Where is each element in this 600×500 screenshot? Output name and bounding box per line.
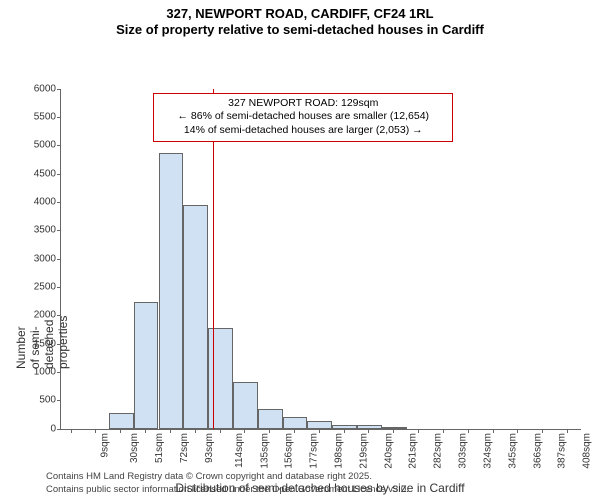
xtick-label: 93sqm — [204, 433, 215, 463]
xtick-label: 9sqm — [99, 433, 110, 457]
histogram-bar — [258, 409, 283, 429]
histogram-bar — [134, 302, 159, 429]
xtick-label: 387sqm — [557, 433, 568, 469]
xtick-label: 114sqm — [234, 433, 245, 468]
xtick-label: 30sqm — [129, 433, 140, 463]
histogram-bar — [208, 328, 233, 429]
xtick-label: 408sqm — [582, 433, 593, 469]
histogram-bar — [159, 153, 184, 429]
chart-title: 327, NEWPORT ROAD, CARDIFF, CF24 1RL Siz… — [0, 0, 600, 39]
xtick-label: 72sqm — [179, 433, 190, 463]
histogram-bar — [109, 413, 134, 428]
xtick-label: 177sqm — [309, 433, 320, 469]
xtick-label: 51sqm — [154, 433, 165, 463]
ytick-label: 4000 — [2, 196, 56, 207]
ytick-label: 3500 — [2, 225, 56, 236]
histogram-bar — [183, 205, 208, 428]
y-axis: 0500100015002000250030003500400045005000… — [0, 89, 60, 429]
xtick-label: 324sqm — [482, 433, 493, 469]
xtick-label: 219sqm — [358, 433, 369, 469]
annotation-line-2: ← 86% of semi-detached houses are smalle… — [159, 110, 447, 124]
xtick-label: 240sqm — [383, 433, 394, 469]
ytick-label: 5000 — [2, 140, 56, 151]
xtick-label: 303sqm — [458, 433, 469, 469]
title-line-2: Size of property relative to semi-detach… — [0, 22, 600, 38]
xtick-label: 261sqm — [408, 433, 419, 469]
histogram-bar — [307, 421, 332, 429]
xtick-label: 198sqm — [334, 433, 345, 469]
histogram-bar — [283, 417, 308, 429]
annotation-line-1: 327 NEWPORT ROAD: 129sqm — [159, 97, 447, 111]
ytick-label: 0 — [2, 423, 56, 434]
xtick-label: 135sqm — [259, 433, 270, 469]
attribution-line-1: Contains HM Land Registry data © Crown c… — [46, 471, 409, 483]
annotation-box: 327 NEWPORT ROAD: 129sqm ← 86% of semi-d… — [153, 93, 453, 142]
ytick-label: 4500 — [2, 168, 56, 179]
annotation-line-3: 14% of semi-detached houses are larger (… — [159, 124, 447, 138]
y-axis-label: Number of semi-detached properties — [14, 315, 70, 368]
plot-area: 327 NEWPORT ROAD: 129sqm ← 86% of semi-d… — [60, 89, 581, 430]
title-line-1: 327, NEWPORT ROAD, CARDIFF, CF24 1RL — [0, 6, 600, 22]
histogram-bar — [233, 382, 258, 428]
xtick-label: 345sqm — [507, 433, 518, 469]
ytick-label: 500 — [2, 395, 56, 406]
ytick-label: 2500 — [2, 281, 56, 292]
attribution-line-2: Contains public sector information licen… — [46, 484, 409, 496]
ytick-label: 6000 — [2, 83, 56, 94]
ytick-label: 3000 — [2, 253, 56, 264]
attribution: Contains HM Land Registry data © Crown c… — [46, 471, 409, 496]
xtick-label: 156sqm — [284, 433, 295, 469]
xtick-label: 282sqm — [433, 433, 444, 469]
xtick-label: 366sqm — [532, 433, 543, 469]
ytick-label: 5500 — [2, 111, 56, 122]
